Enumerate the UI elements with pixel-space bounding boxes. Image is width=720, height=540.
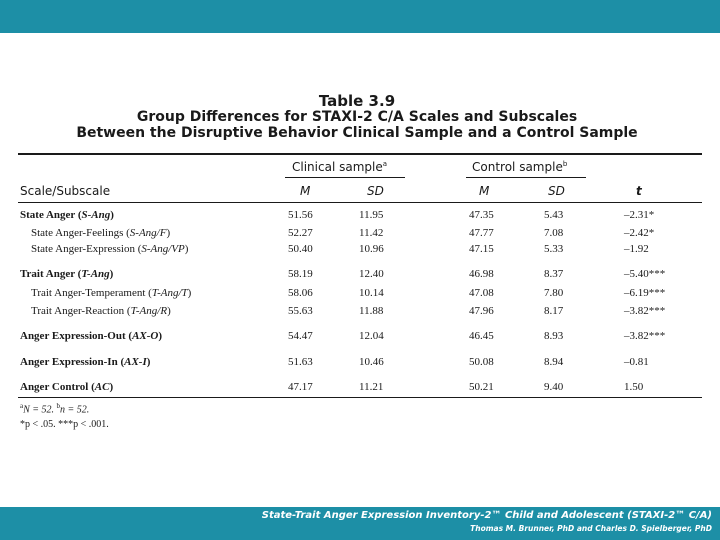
header-bottom-rule: [18, 202, 702, 203]
cell-m2: 47.77: [469, 227, 494, 239]
cell-sd2: 8.17: [544, 305, 564, 317]
column-header-scale: Scale/Subscale: [20, 184, 111, 198]
row-label-name: State Anger: [20, 209, 76, 221]
cell-sd2: 7.08: [544, 227, 564, 239]
control-group-underline: [466, 177, 586, 178]
top-accent-bar: [0, 0, 720, 33]
cell-t: –0.81: [624, 356, 649, 368]
cell-sd1: 12.40: [359, 268, 384, 280]
table-title-block: Table 3.9 Group Differences for STAXI-2 …: [0, 93, 720, 141]
row-label: Anger Control (AC): [20, 381, 114, 393]
cell-t: 1.50: [624, 381, 644, 393]
cell-m2: 46.45: [469, 330, 494, 342]
cell-m1: 58.06: [288, 287, 313, 299]
row-label: Trait Anger-Reaction (T-Ang/R): [31, 305, 171, 317]
cell-sd1: 12.04: [359, 330, 384, 342]
cell-sd1: 11.88: [359, 305, 384, 317]
cell-sd2: 8.93: [544, 330, 564, 342]
cell-m2: 47.08: [469, 287, 494, 299]
row-label-abbr: T-Ang/R: [130, 305, 168, 317]
cell-sd1: 11.21: [359, 381, 384, 393]
column-header-clinical-m: M: [300, 184, 311, 198]
row-label-name: State Anger-Expression: [31, 243, 135, 255]
row-label-name: State Anger-Feelings: [31, 227, 124, 239]
cell-m1: 51.63: [288, 356, 313, 368]
cell-t: –6.19***: [624, 287, 666, 299]
row-label-abbr: AX-O: [132, 330, 159, 342]
clinical-sample-header: Clinical samplea: [292, 160, 388, 174]
cell-t: –2.31*: [624, 209, 655, 221]
cell-t: –5.40***: [624, 268, 666, 280]
row-label-name: Trait Anger-Temperament: [31, 287, 146, 299]
table-note-sample-sizes: aN = 52. bn = 52.: [20, 402, 90, 416]
footer-authors: Thomas M. Brunner, PhD and Charles D. Sp…: [470, 524, 712, 533]
row-label-name: Anger Expression-In: [20, 356, 118, 368]
column-header-control-m: M: [479, 184, 490, 198]
cell-m1: 47.17: [288, 381, 313, 393]
row-label-abbr: AX-I: [124, 356, 147, 368]
cell-sd2: 9.40: [544, 381, 564, 393]
row-label-abbr: S-Ang/F: [129, 227, 167, 239]
row-label: Anger Expression-Out (AX-O): [20, 330, 163, 342]
cell-m2: 50.21: [469, 381, 494, 393]
row-label: Anger Expression-In (AX-I): [20, 356, 151, 368]
cell-sd1: 11.42: [359, 227, 384, 239]
row-label-name: Anger Expression-Out: [20, 330, 126, 342]
footer: State-Trait Anger Expression Inventory-2…: [262, 509, 712, 534]
column-header-clinical-sd: SD: [367, 184, 384, 198]
cell-m2: 47.15: [469, 243, 494, 255]
cell-t: –3.82***: [624, 305, 666, 317]
footer-title: State-Trait Anger Expression Inventory-2…: [261, 510, 712, 521]
cell-sd1: 11.95: [359, 209, 384, 221]
cell-sd2: 8.37: [544, 268, 564, 280]
row-label: Trait Anger-Temperament (T-Ang/T): [31, 287, 192, 299]
row-label: State Anger-Expression (S-Ang/VP): [31, 243, 189, 255]
row-label-abbr: S-Ang/VP: [141, 243, 185, 255]
cell-m2: 46.98: [469, 268, 494, 280]
control-sample-header: Control sampleb: [472, 160, 568, 174]
cell-m1: 52.27: [288, 227, 313, 239]
row-label: Trait Anger (T-Ang): [20, 268, 114, 280]
cell-m1: 58.19: [288, 268, 313, 280]
column-header-control-sd: SD: [548, 184, 565, 198]
table-note-significance: *p < .05. ***p < .001.: [20, 419, 109, 430]
table-number: Table 3.9: [318, 92, 396, 110]
row-label: State Anger-Feelings (S-Ang/F): [31, 227, 171, 239]
row-label-abbr: AC: [94, 381, 110, 393]
row-label-abbr: S-Ang: [81, 209, 111, 221]
bottom-accent-bar: [0, 507, 720, 540]
cell-sd2: 8.94: [544, 356, 564, 368]
cell-t: –2.42*: [624, 227, 655, 239]
cell-sd1: 10.14: [359, 287, 384, 299]
row-label-abbr: T-Ang: [81, 268, 110, 280]
row-label-name: Anger Control: [20, 381, 89, 393]
cell-m1: 50.40: [288, 243, 313, 255]
cell-t: –1.92: [624, 243, 649, 255]
table-top-rule: [18, 153, 702, 155]
cell-m1: 54.47: [288, 330, 313, 342]
cell-sd2: 5.43: [544, 209, 564, 221]
row-label-name: Trait Anger-Reaction: [31, 305, 125, 317]
table-title-line-2: Between the Disruptive Behavior Clinical…: [76, 125, 638, 141]
cell-m2: 47.35: [469, 209, 494, 221]
cell-m1: 55.63: [288, 305, 313, 317]
cell-sd2: 7.80: [544, 287, 564, 299]
cell-m2: 50.08: [469, 356, 494, 368]
cell-t: –3.82***: [624, 330, 666, 342]
clinical-group-underline: [285, 177, 405, 178]
row-label-name: Trait Anger: [20, 268, 75, 280]
cell-sd1: 10.96: [359, 243, 384, 255]
row-label-abbr: T-Ang/T: [151, 287, 188, 299]
cell-sd2: 5.33: [544, 243, 564, 255]
cell-sd1: 10.46: [359, 356, 384, 368]
table-title-line-1: Group Differences for STAXI-2 C/A Scales…: [136, 109, 578, 125]
row-label: State Anger (S-Ang): [20, 209, 114, 221]
table-bottom-rule: [18, 397, 702, 398]
column-header-t: t: [636, 184, 642, 198]
cell-m1: 51.56: [288, 209, 313, 221]
cell-m2: 47.96: [469, 305, 494, 317]
